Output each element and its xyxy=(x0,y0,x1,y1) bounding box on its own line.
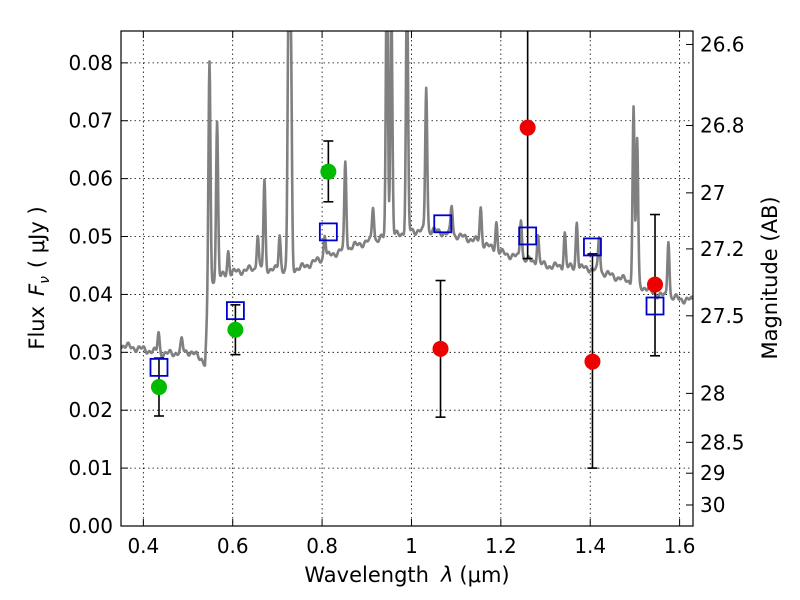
y2-tick-label: 27 xyxy=(700,181,725,205)
y-tick-label: 0.06 xyxy=(68,167,113,191)
model-square xyxy=(583,237,602,257)
y2-tick-label: 27.2 xyxy=(700,237,745,261)
y2-tick-label: 29 xyxy=(700,461,725,485)
x-tick-label: 0.4 xyxy=(127,534,159,558)
y-tick-label: 0.05 xyxy=(68,225,113,249)
model-spectrum-line xyxy=(121,31,693,367)
x-tick-label: 0.6 xyxy=(217,534,249,558)
data-marks xyxy=(149,31,665,469)
y2-tick-label: 26.6 xyxy=(700,32,745,56)
model-square xyxy=(225,301,245,321)
model-square xyxy=(149,357,169,377)
plot-frame xyxy=(120,30,694,527)
y-tick-label: 0.02 xyxy=(68,398,113,422)
y2-tick-label: 28.5 xyxy=(700,430,745,454)
x-tick-label: 0.8 xyxy=(306,534,338,558)
y-tick-label: 0.07 xyxy=(68,109,113,133)
y-tick-label: 0.01 xyxy=(68,456,113,480)
red-point xyxy=(584,353,601,370)
y2-axis-label: Magnitude (AB) xyxy=(758,196,782,359)
green-point xyxy=(150,379,167,396)
y-axis-label: FluxFν( μJy ) xyxy=(25,206,53,349)
x-tick-label: 1.6 xyxy=(664,534,696,558)
x-tick-label: 1 xyxy=(405,534,418,558)
y2-tick-label: 30 xyxy=(700,493,725,517)
y2-tick-label: 26.8 xyxy=(700,113,745,137)
spectrum-layer xyxy=(121,31,693,367)
x-axis-label: Wavelength λ (μm) xyxy=(304,563,509,587)
y2-tick-label: 28 xyxy=(700,381,725,405)
model-square xyxy=(318,222,338,242)
red-point xyxy=(647,276,664,293)
x-tick-label: 1.2 xyxy=(485,534,517,558)
red-point xyxy=(519,119,536,136)
model-square xyxy=(433,214,453,234)
model-square xyxy=(518,226,538,246)
red-point xyxy=(432,340,449,357)
x-tick-label: 1.4 xyxy=(574,534,606,558)
green-point xyxy=(320,163,337,180)
green-point xyxy=(227,321,244,338)
y2-tick-label: 27.5 xyxy=(700,304,745,328)
y-tick-label: 0.00 xyxy=(68,514,113,538)
y-tick-label: 0.04 xyxy=(68,282,113,306)
y-tick-label: 0.03 xyxy=(68,340,113,364)
model-square xyxy=(645,296,665,316)
y-tick-label: 0.08 xyxy=(68,51,113,75)
axis-ticks: 0.4 0.6 0.8 1 1.2 1.4 1.6 0.00 0.01 0.02 0.03 0.04 0… xyxy=(68,31,745,558)
